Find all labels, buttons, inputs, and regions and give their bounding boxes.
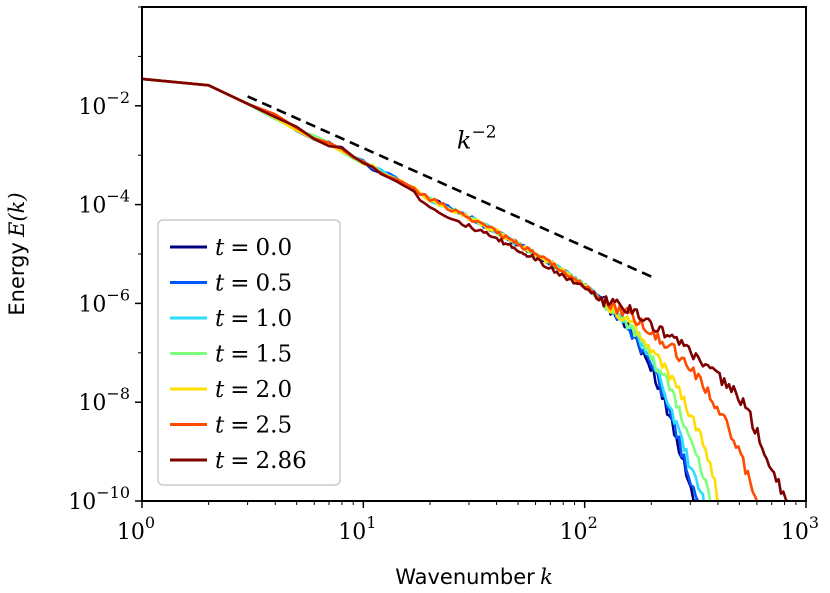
reference-line-label: k−2 [457, 122, 497, 154]
legend-label: t = 1.0 [215, 306, 292, 332]
y-axis-label-text: Energy [5, 242, 29, 316]
x-tick-label: 102 [560, 513, 598, 545]
legend-entry: t = 2.86 [170, 448, 307, 474]
legend-entry: t = 2.0 [170, 377, 292, 403]
legend-label: t = 2.0 [215, 377, 292, 403]
legend-entry: t = 1.5 [170, 342, 292, 368]
series-line-5 [141, 77, 759, 502]
legend-label: t = 2.5 [215, 413, 292, 439]
y-axis-label-var: E(k) [5, 192, 29, 237]
y-axis-label: Energy E(k) [5, 192, 29, 315]
legend-label: t = 1.5 [215, 342, 292, 368]
x-axis-label-text: Wavenumber [395, 565, 535, 589]
y-tick-label: 10−10 [68, 483, 130, 515]
reference-line-label-var: k [457, 126, 472, 154]
legend: t = 0.0 t = 0.5 t = 1.0 t = 1.5 t = 2.0 t = 2.5 t = 2.86 [157, 219, 341, 486]
legend-label: t = 0.5 [215, 271, 292, 297]
x-axis-label: Wavenumber k [395, 565, 553, 589]
reference-line-k-minus-2 [247, 95, 652, 278]
reference-line-label-exp: −2 [471, 122, 496, 142]
x-tick-label: 103 [781, 513, 819, 545]
x-axis-label-var: k [540, 565, 553, 589]
series-layer [141, 77, 789, 503]
x-tick-label: 101 [338, 513, 376, 545]
y-tick-label: 10−6 [78, 285, 130, 317]
legend-entry: t = 0.0 [170, 235, 292, 261]
legend-box [157, 219, 341, 486]
reference-line-layer [247, 95, 652, 278]
legend-entry: t = 2.5 [170, 413, 292, 439]
legend-entry: t = 0.5 [170, 271, 292, 297]
y-tick-label: 10−2 [78, 88, 130, 120]
series-line-6 [141, 77, 789, 502]
legend-label: t = 0.0 [215, 235, 292, 261]
ticks-layer: 100 101 102 103 10−10 10−8 10−6 10−4 10−2 [68, 6, 819, 545]
legend-entry: t = 1.0 [170, 306, 292, 332]
y-tick-label: 10−4 [78, 187, 130, 219]
y-tick-label: 10−8 [78, 384, 130, 416]
x-tick-label: 100 [117, 513, 155, 545]
legend-label: t = 2.86 [215, 448, 307, 474]
